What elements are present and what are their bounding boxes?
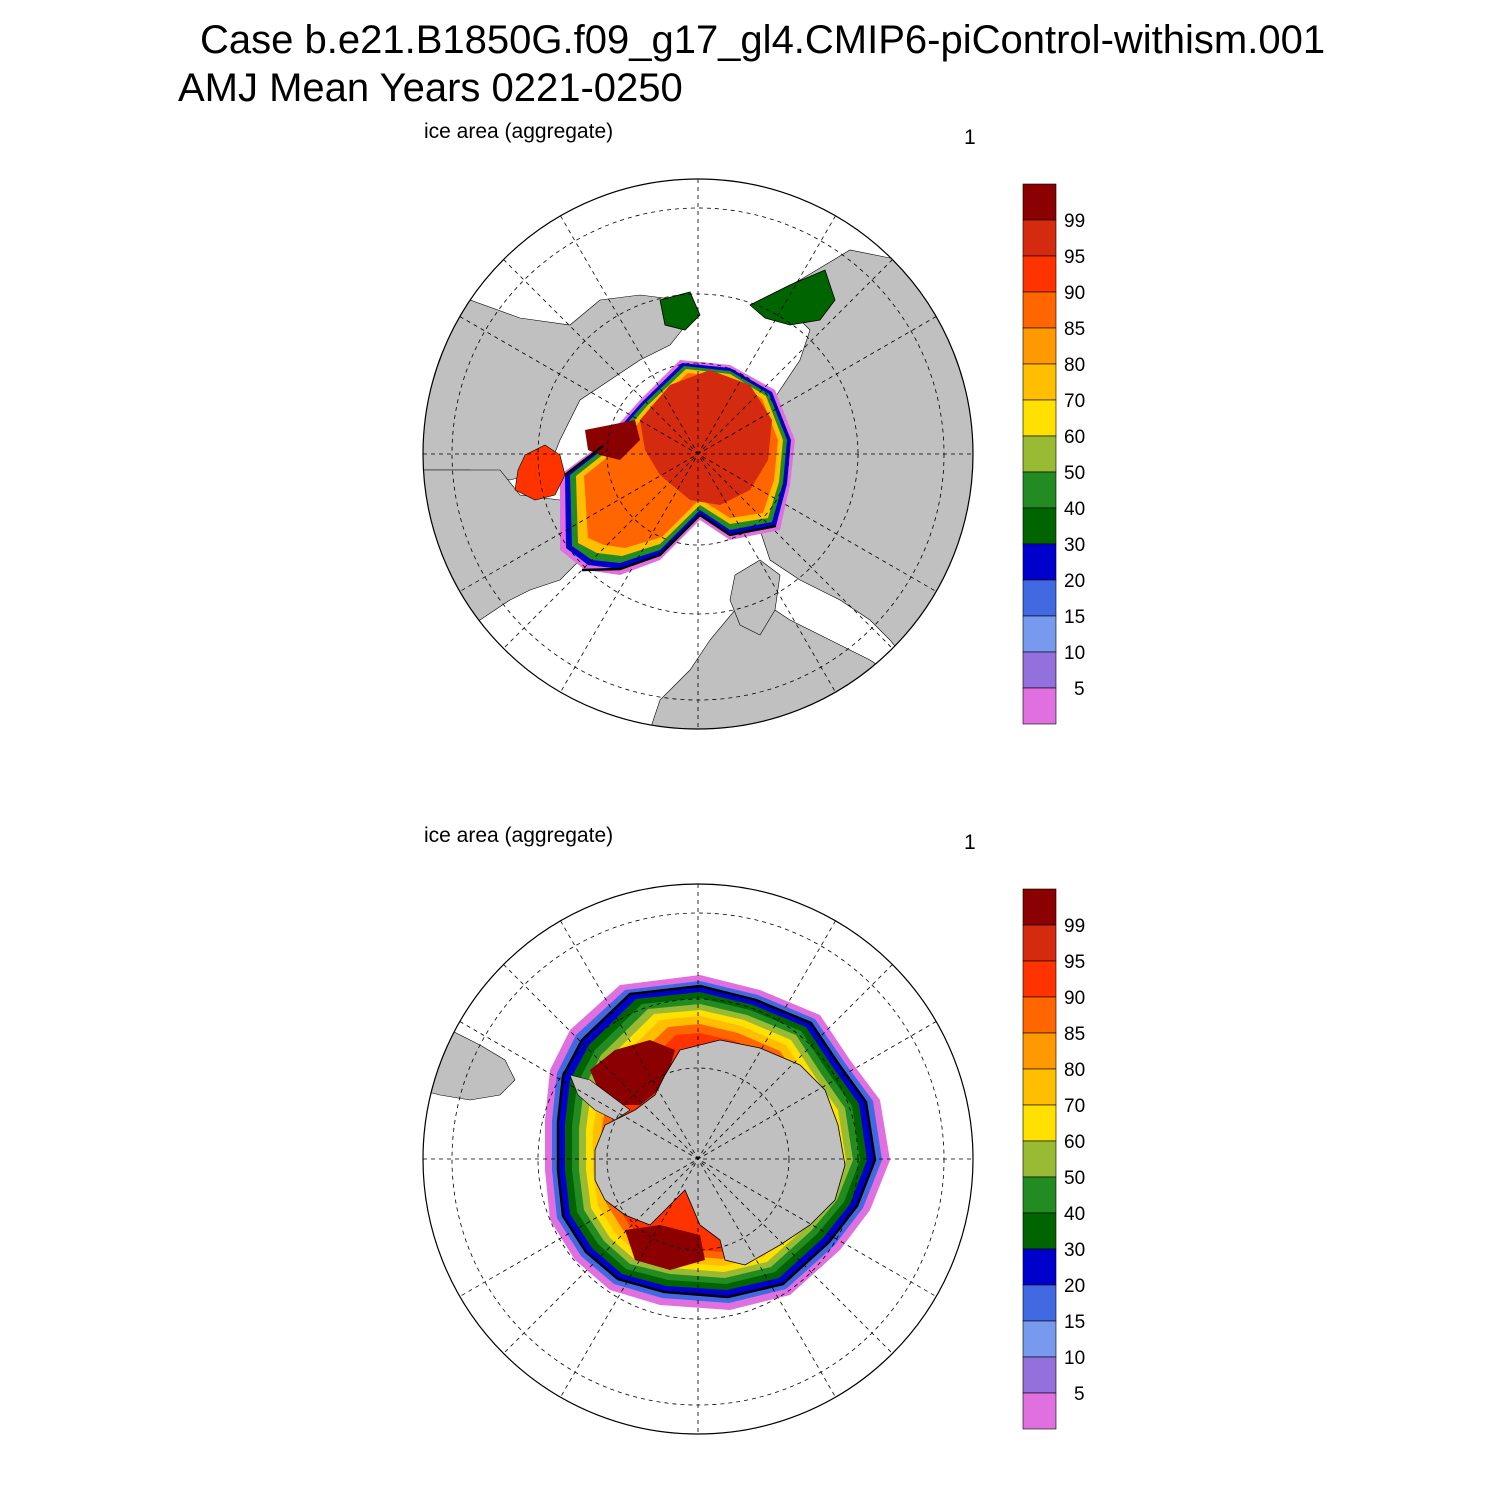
north-panel-label: ice area (aggregate) [424, 120, 614, 143]
south-colorbar-box-10 [1022, 1248, 1057, 1286]
south-panel-label: ice area (aggregate) [424, 824, 614, 847]
north-colorbar-label: 30 [1064, 535, 1085, 556]
south-colorbar-label: 50 [1064, 1168, 1085, 1189]
north-colorbar-box-7 [1022, 435, 1057, 473]
north-colorbar-box-9 [1022, 507, 1057, 545]
north-colorbar-label: 80 [1064, 355, 1085, 376]
north-colorbar-box-12 [1022, 615, 1057, 653]
south-colorbar-label: 60 [1064, 1132, 1085, 1153]
north-land-scandinavia [729, 559, 781, 636]
north-colorbar-box-6 [1022, 399, 1057, 437]
south-colorbar-label: 70 [1064, 1096, 1085, 1117]
north-colorbar-label: 60 [1064, 427, 1085, 448]
north-colorbar-label: 20 [1064, 571, 1085, 592]
south-colorbar-label: 30 [1064, 1240, 1085, 1261]
south-ice-edge-contour [556, 984, 877, 1299]
south-colorbar-label: 10 [1064, 1348, 1085, 1369]
south-colorbar-label: 90 [1064, 988, 1085, 1009]
south-colorbar-box-9 [1022, 1212, 1057, 1250]
south-panel-number: 1 [964, 831, 976, 854]
south-colorbar: 99 95 90 85 80 70 60 50 40 30 20 15 10 5 [1022, 888, 1085, 1430]
north-colorbar-box-10 [1022, 543, 1057, 581]
south-colorbar-label: 40 [1064, 1204, 1085, 1225]
south-colorbar-box-7 [1022, 1140, 1057, 1178]
north-colorbar-box-8 [1022, 471, 1057, 509]
south-colorbar-box-4 [1022, 1032, 1057, 1070]
north-colorbar-box-3 [1022, 291, 1057, 329]
south-colorbar-box-0 [1022, 888, 1057, 926]
north-colorbar-box-13 [1022, 651, 1057, 689]
south-colorbar-box-3 [1022, 996, 1057, 1034]
south-colorbar-box-2 [1022, 960, 1057, 998]
north-colorbar-label: 10 [1064, 643, 1085, 664]
south-colorbar-label: 15 [1064, 1312, 1085, 1333]
north-colorbar-box-11 [1022, 579, 1057, 617]
north-ice-bering [659, 291, 701, 331]
south-colorbar-box-11 [1022, 1284, 1057, 1322]
north-colorbar-box-14 [1022, 687, 1057, 725]
north-colorbar-label: 50 [1064, 463, 1085, 484]
south-ice-ross [625, 1225, 705, 1270]
period-title: AMJ Mean Years 0221-0250 [178, 66, 683, 110]
south-graticule [423, 884, 973, 1434]
north-colorbar-box-4 [1022, 327, 1057, 365]
north-colorbar-box-5 [1022, 363, 1057, 401]
north-ice-okhotsk [749, 269, 836, 326]
south-colorbar-label: 95 [1064, 952, 1085, 973]
north-colorbar-label: 99 [1064, 211, 1085, 232]
north-map-border [422, 178, 974, 730]
south-colorbar-label: 85 [1064, 1024, 1085, 1045]
south-colorbar-label: 99 [1064, 916, 1085, 937]
south-land-antarctica [594, 1039, 846, 1266]
south-ice-weddell [590, 1040, 675, 1105]
north-colorbar-box-0 [1022, 183, 1057, 221]
north-colorbar-box-1 [1022, 219, 1057, 257]
south-colorbar-label: 20 [1064, 1276, 1085, 1297]
south-colorbar-box-14 [1022, 1392, 1057, 1430]
north-colorbar-label: 70 [1064, 391, 1085, 412]
south-polar-map [422, 883, 974, 1435]
north-colorbar: 99 95 90 85 80 70 60 50 40 30 20 15 10 5 [1022, 183, 1085, 725]
south-colorbar-box-13 [1022, 1356, 1057, 1394]
north-colorbar-label: 95 [1064, 247, 1085, 268]
south-colorbar-box-5 [1022, 1068, 1057, 1106]
south-colorbar-box-12 [1022, 1320, 1057, 1358]
north-graticule [423, 179, 973, 729]
south-colorbar-box-8 [1022, 1176, 1057, 1214]
south-colorbar-box-1 [1022, 924, 1057, 962]
north-colorbar-label: 15 [1064, 607, 1085, 628]
north-colorbar-box-2 [1022, 255, 1057, 293]
north-ice-core [640, 370, 772, 505]
north-panel-number: 1 [964, 126, 976, 149]
case-title: Case b.e21.B1850G.f09_g17_gl4.CMIP6-piCo… [200, 18, 1326, 62]
south-colorbar-label: 80 [1064, 1060, 1085, 1081]
north-colorbar-label: 5 [1074, 679, 1085, 700]
south-colorbar-label: 5 [1074, 1384, 1085, 1405]
north-colorbar-label: 85 [1064, 319, 1085, 340]
north-polar-map [422, 178, 974, 730]
north-colorbar-label: 90 [1064, 283, 1085, 304]
north-colorbar-label: 40 [1064, 499, 1085, 520]
north-ice-edge-contour [564, 445, 777, 572]
south-map-border [422, 883, 974, 1435]
south-colorbar-box-6 [1022, 1104, 1057, 1142]
